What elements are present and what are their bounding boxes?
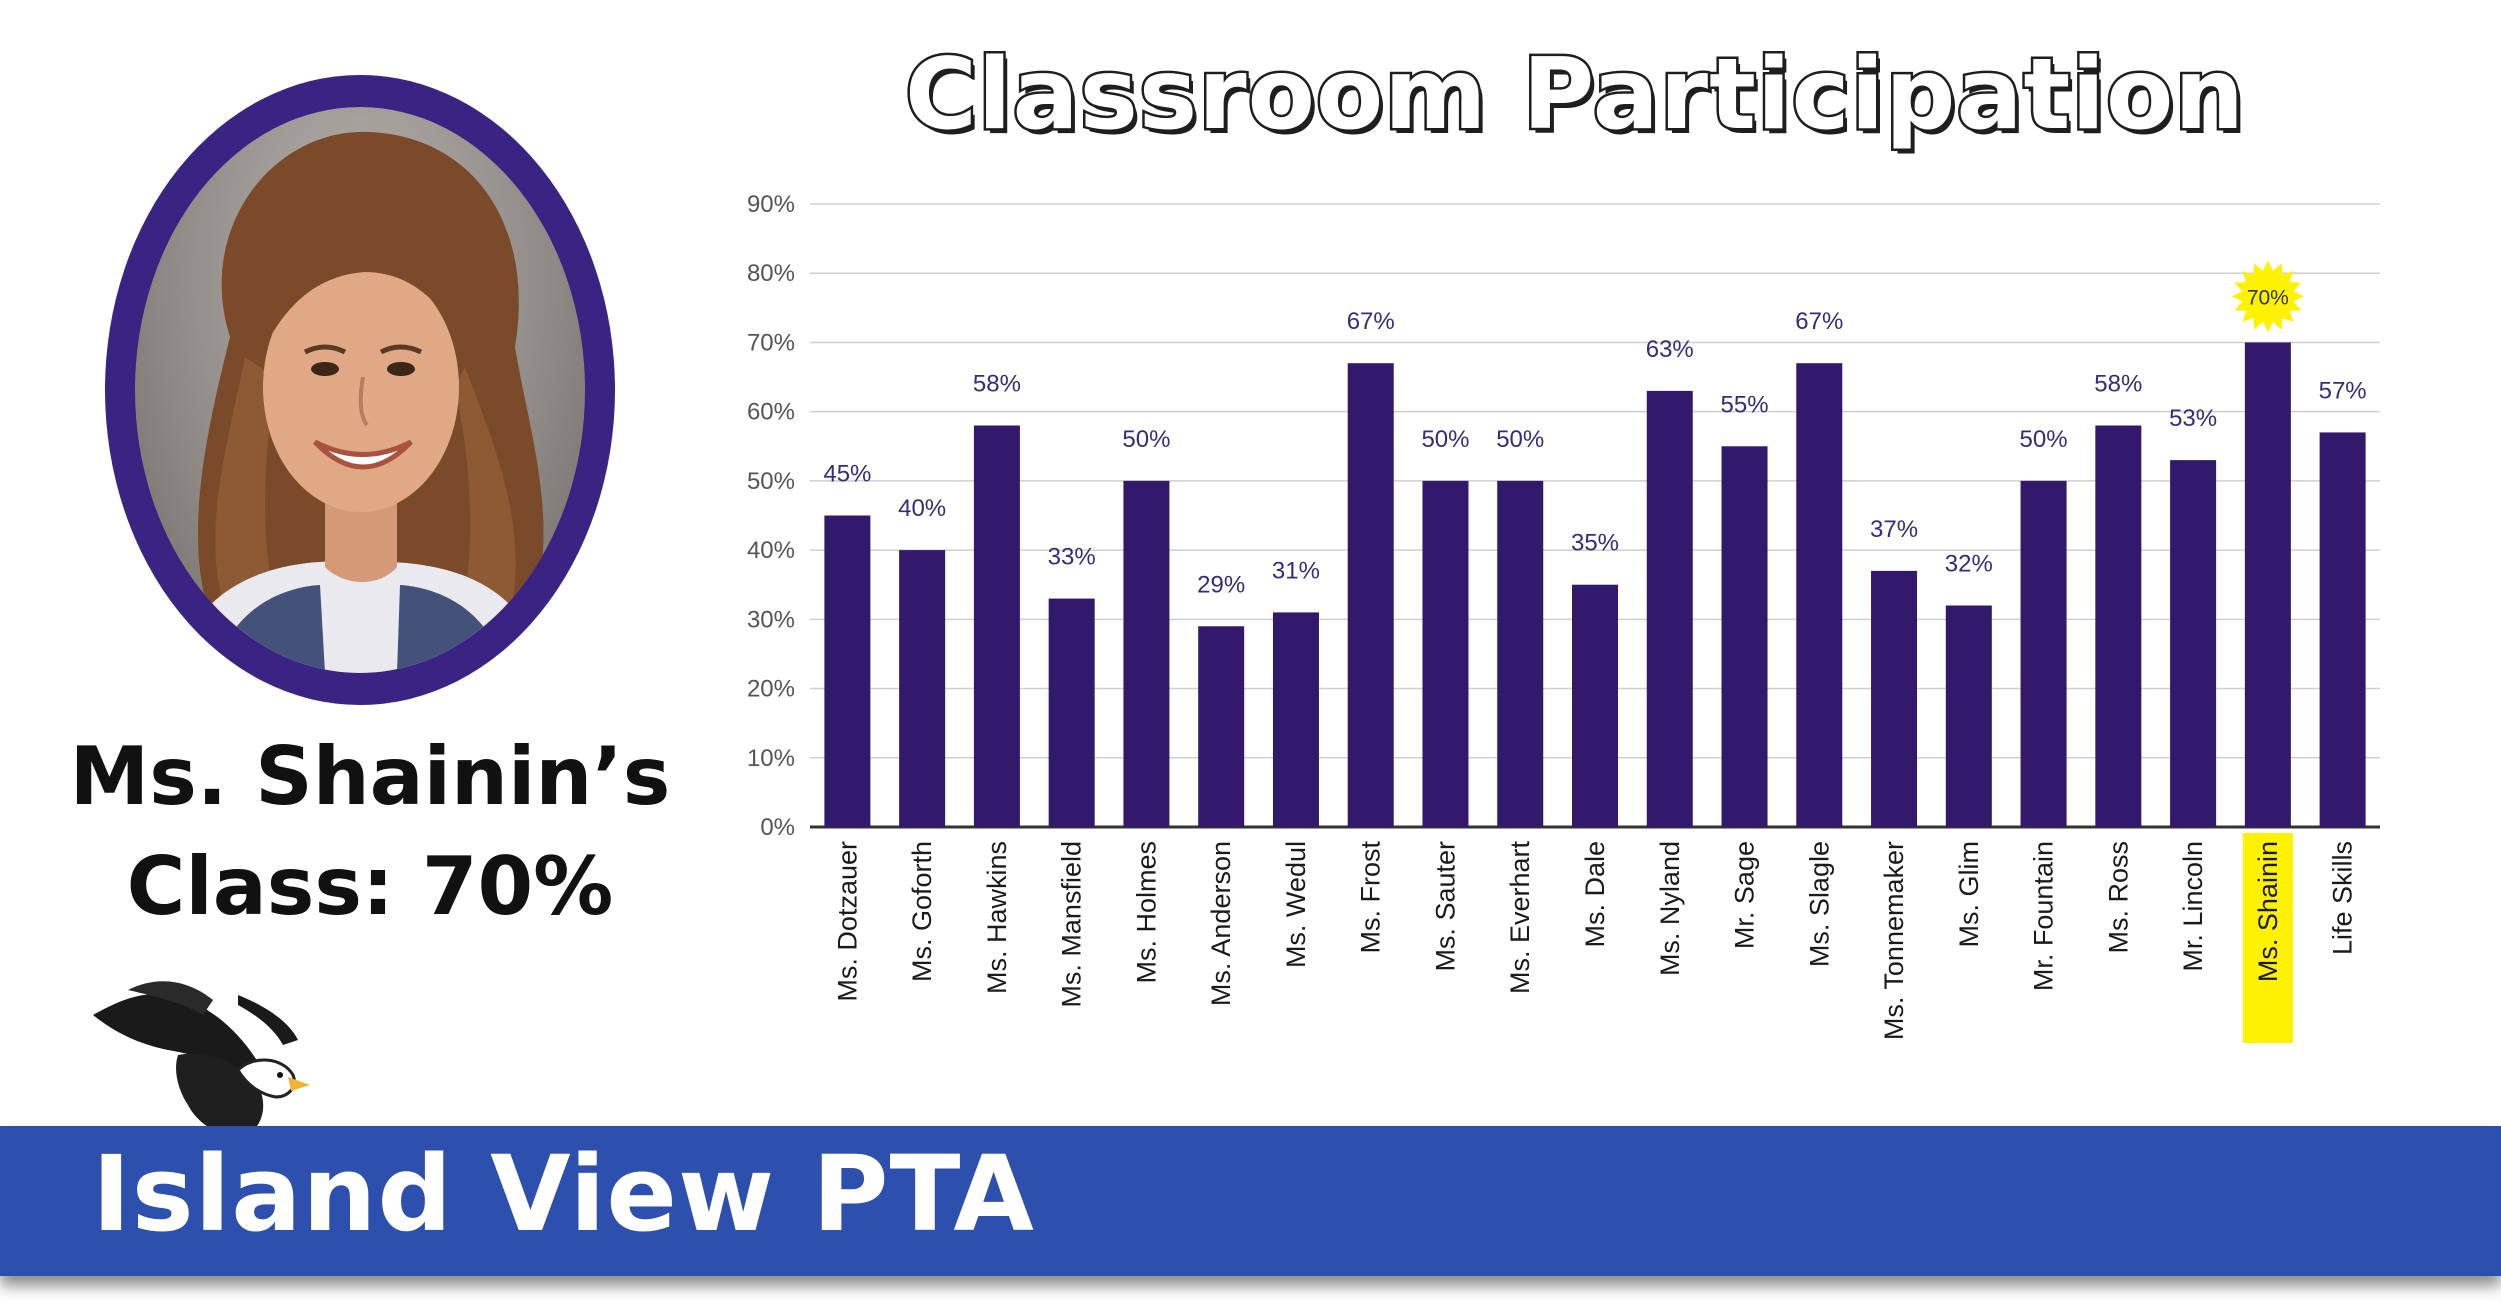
y-tick-label: 10% [747, 745, 795, 772]
x-tick-label: Ms. Slagle [1804, 841, 1834, 967]
highlight-label-box [2242, 833, 2293, 1043]
x-tick-label: Life Skills [2328, 841, 2358, 955]
y-tick-label: 30% [747, 606, 795, 633]
banner-title: Island View PTA [92, 1133, 1035, 1255]
bar [1497, 480, 1544, 827]
x-tick-label: Ms. Frost [1356, 841, 1386, 954]
x-tick-label: Ms. Everhart [1505, 841, 1535, 995]
data-label: 58% [973, 371, 1021, 398]
data-label: 53% [2169, 405, 2217, 432]
pta-banner [0, 1126, 2501, 1276]
x-tick-label: Ms. Nyland [1655, 841, 1685, 976]
y-tick-label: 40% [747, 537, 795, 564]
data-label: 70% [2247, 286, 2289, 309]
data-label: 37% [1870, 516, 1918, 543]
bar [2244, 342, 2291, 827]
bar [1347, 363, 1394, 827]
x-tick-label: Ms. Tonnemaker [1879, 841, 1909, 1040]
x-tick-label: Mr. Sage [1730, 841, 1760, 949]
data-label: 67% [1795, 308, 1843, 335]
bar [2319, 432, 2366, 827]
teacher-photo [135, 107, 585, 673]
x-tick-label: Ms. Goforth [907, 841, 937, 982]
x-tick-label: Ms. Shainin [2253, 841, 2283, 982]
data-label: 31% [1272, 557, 1320, 584]
data-label: 45% [823, 461, 871, 488]
bar [1422, 480, 1469, 827]
bar-chart: 0% 10% 20% 30% 40% 50% 60% 70% 80% 90% 45% Ms. Dotz… [747, 191, 2380, 1043]
x-tick-label: Ms. Glim [1954, 841, 1984, 947]
x-tick-label: Mr. Fountain [2029, 841, 2059, 991]
bar [2095, 425, 2142, 827]
bar [1272, 612, 1319, 827]
y-tick-label: 70% [747, 329, 795, 356]
data-label: 50% [1421, 426, 1469, 453]
bar [2170, 460, 2217, 827]
x-tick-label: Ms. Dotzauer [832, 841, 862, 1002]
y-tick-label: 50% [747, 468, 795, 495]
data-label: 50% [1496, 426, 1544, 453]
data-label: 50% [2020, 426, 2068, 453]
data-label: 33% [1048, 544, 1096, 571]
data-label: 67% [1347, 308, 1395, 335]
highlight-starburst-icon [2231, 260, 2304, 333]
y-tick-label: 90% [747, 191, 795, 218]
y-tick-label: 60% [747, 399, 795, 426]
bar [1048, 598, 1095, 827]
x-tick-label: Ms. Wedul [1281, 841, 1311, 968]
teacher-portrait-illustration [175, 131, 545, 673]
bar [824, 515, 871, 827]
data-label: 63% [1646, 336, 1694, 363]
x-tick-label: Ms. Dale [1580, 841, 1610, 948]
data-label: 58% [2094, 371, 2142, 398]
x-tick-label: Ms. Mansfield [1057, 841, 1087, 1008]
y-tick-label: 80% [747, 260, 795, 287]
data-label: 57% [2319, 377, 2367, 404]
bar [1123, 480, 1170, 827]
y-tick-label: 20% [747, 676, 795, 703]
x-tick-label: Ms. Holmes [1131, 841, 1161, 984]
data-label: 40% [898, 495, 946, 522]
bar [1871, 570, 1918, 827]
bar [2020, 480, 2067, 827]
bar [1721, 446, 1768, 827]
bar [1945, 605, 1992, 827]
caption-teacher-name: Ms. Shainin’s [69, 730, 671, 823]
bar [973, 425, 1020, 827]
data-label: 32% [1945, 550, 1993, 577]
x-tick-label: Ms. Anderson [1206, 841, 1236, 1006]
bar [1796, 363, 1843, 827]
data-label: 50% [1122, 426, 1170, 453]
bar [1646, 390, 1693, 827]
data-label: 35% [1571, 530, 1619, 557]
class-caption: Ms. Shainin’s Class: 70% [40, 722, 700, 942]
x-tick-label: Mr. Lincoln [2178, 841, 2208, 972]
data-label: 55% [1721, 391, 1769, 418]
x-tick-label: Ms. Sauter [1430, 841, 1460, 972]
chart-title: Classroom Participation [902, 36, 2246, 155]
y-tick-label: 0% [760, 814, 795, 841]
bar [1198, 626, 1245, 827]
eagle-mascot-icon [93, 981, 310, 1154]
bar [899, 550, 946, 827]
data-label: 29% [1197, 571, 1245, 598]
x-tick-label: Ms. Ross [2103, 841, 2133, 954]
bar [1572, 584, 1618, 827]
x-tick-label: Ms. Hawkins [982, 841, 1012, 994]
caption-class-percentage: Class: 70% [126, 840, 614, 933]
